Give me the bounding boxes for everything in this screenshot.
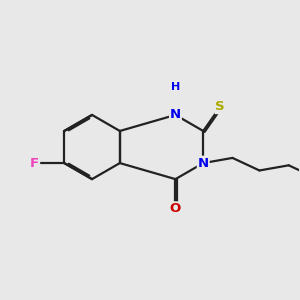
Text: F: F: [30, 157, 39, 169]
Text: N: N: [198, 157, 209, 169]
Text: N: N: [170, 108, 181, 122]
Text: H: H: [171, 82, 180, 92]
Text: O: O: [170, 202, 181, 215]
Text: S: S: [215, 100, 225, 113]
